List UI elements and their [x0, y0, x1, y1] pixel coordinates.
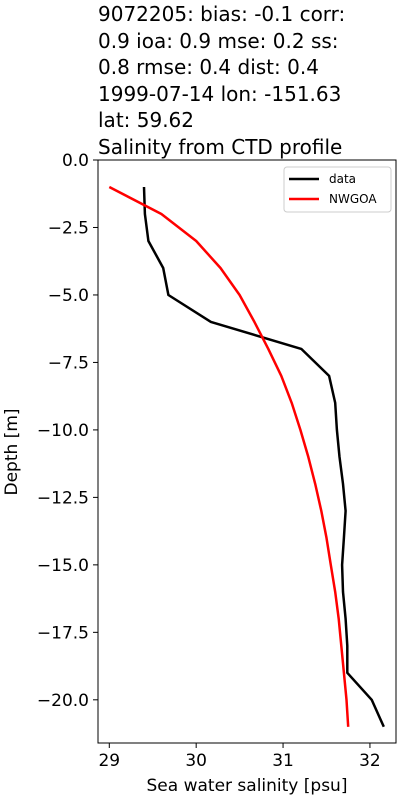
series-layer — [108, 185, 385, 728]
title-line-5: lat: 59.62 — [98, 108, 195, 132]
x-tick-label: 29 — [98, 751, 120, 771]
title-line-4: 1999-07-14 lon: -151.63 — [98, 81, 342, 106]
y-tick-label: −10.0 — [37, 421, 89, 441]
plot-frame — [97, 159, 397, 744]
y-tick-label: −15.0 — [37, 556, 89, 576]
legend: data NWGOA — [283, 166, 392, 213]
x-tick-label: 32 — [359, 751, 381, 771]
chart-title: 9072205: bias: -0.1 corr: 0.9 ioa: 0.9 ms… — [98, 1, 398, 160]
title-line-6: Salinity from CTD profile — [98, 134, 343, 159]
title-line-2: 0.9 ioa: 0.9 mse: 0.2 ss: — [98, 28, 339, 53]
y-tick-label: −12.5 — [37, 488, 89, 508]
ticks-layer: 29 30 31 32 0.0 −2.5 −5.0 −7.5 −10.0 −12.5 −15.0 −1… — [37, 151, 381, 771]
y-tick-label: −5.0 — [48, 286, 89, 306]
y-axis-label: Depth [m] — [2, 408, 22, 495]
y-tick-label: −20.0 — [37, 691, 89, 711]
series-line-data — [142, 186, 385, 728]
y-tick-label: −2.5 — [48, 218, 89, 238]
x-axis-label: Sea water salinity [psu] — [147, 776, 348, 796]
y-tick-label: 0.0 — [62, 151, 89, 171]
legend-label-nwgoa: NWGOA — [329, 192, 377, 206]
x-tick-label: 31 — [272, 751, 294, 771]
y-tick-label: −17.5 — [37, 623, 89, 643]
series-line-nwgoa — [108, 185, 350, 727]
x-tick-label: 30 — [185, 751, 207, 771]
title-line-1: 9072205: bias: -0.1 corr: — [98, 2, 346, 26]
title-line-3: 0.8 rmse: 0.4 dist: 0.4 — [98, 55, 319, 79]
y-tick-label: −7.5 — [48, 353, 89, 373]
legend-label-data: data — [329, 172, 356, 186]
